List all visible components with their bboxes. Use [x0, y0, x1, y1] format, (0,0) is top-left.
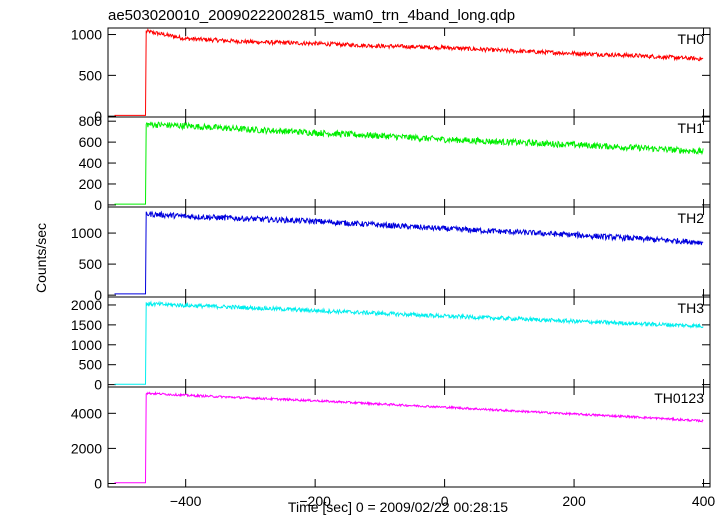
y-axis-label: Counts/sec: [33, 223, 49, 293]
panel-name-th1: TH1: [678, 120, 705, 136]
panel-frame-th0: [107, 27, 711, 118]
series-line-th0123: [114, 391, 704, 484]
x-tick-label--400: −400: [170, 493, 202, 509]
panel-name-th2: TH2: [678, 210, 705, 226]
x-axis-label: Time [sec] 0 = 2009/02/22 00:28:15: [288, 499, 508, 515]
series-line-th2: [114, 210, 704, 295]
series-line-th3: [114, 300, 704, 385]
chart-title: ae503020010_20090222002815_wam0_trn_4ban…: [108, 7, 515, 24]
x-tick-label--200: −200: [299, 493, 331, 509]
y-tick-label-th3-1500: 1500: [71, 317, 102, 333]
panel-name-th0123: TH0123: [654, 390, 704, 406]
y-tick-label-th3-2000: 2000: [71, 297, 102, 313]
series-line-th1: [114, 121, 704, 205]
y-tick-label-th0-0: 0: [94, 108, 102, 124]
y-tick-label-th3-500: 500: [79, 357, 103, 373]
panel-frame-th3: [107, 296, 711, 388]
y-tick-label-th0123-0: 0: [94, 475, 102, 491]
x-tick-label-200: 200: [562, 493, 586, 509]
y-tick-label-th0123-4000: 4000: [71, 405, 102, 421]
y-tick-label-th3-0: 0: [94, 377, 102, 393]
y-tick-label-th1-400: 400: [79, 155, 103, 171]
panel-name-th3: TH3: [678, 300, 705, 316]
y-tick-label-th1-800: 800: [79, 113, 103, 129]
series-line-th0: [114, 28, 704, 116]
y-tick-label-th3-1000: 1000: [71, 337, 102, 353]
y-tick-label-th1-200: 200: [79, 176, 103, 192]
x-tick-label-400: 400: [692, 493, 716, 509]
x-tick-label-0: 0: [441, 493, 449, 509]
panels-group: 0 500 1000 TH0 0 200 400 600 800 TH1 0 500 1000 TH2 0 5…: [71, 27, 716, 509]
y-tick-label-th2-0: 0: [94, 287, 102, 303]
panel-name-th0: TH0: [678, 31, 705, 47]
panel-frame-th0123: [107, 386, 711, 488]
y-tick-label-th2-1000: 1000: [71, 225, 102, 241]
y-tick-label-th1-0: 0: [94, 197, 102, 213]
y-tick-label-th0-500: 500: [79, 67, 103, 83]
y-tick-label-th0123-2000: 2000: [71, 440, 102, 456]
y-tick-label-th0-1000: 1000: [71, 27, 102, 43]
panel-frame-th1: [107, 116, 711, 208]
y-tick-label-th1-600: 600: [79, 134, 103, 150]
y-tick-label-th2-500: 500: [79, 256, 103, 272]
